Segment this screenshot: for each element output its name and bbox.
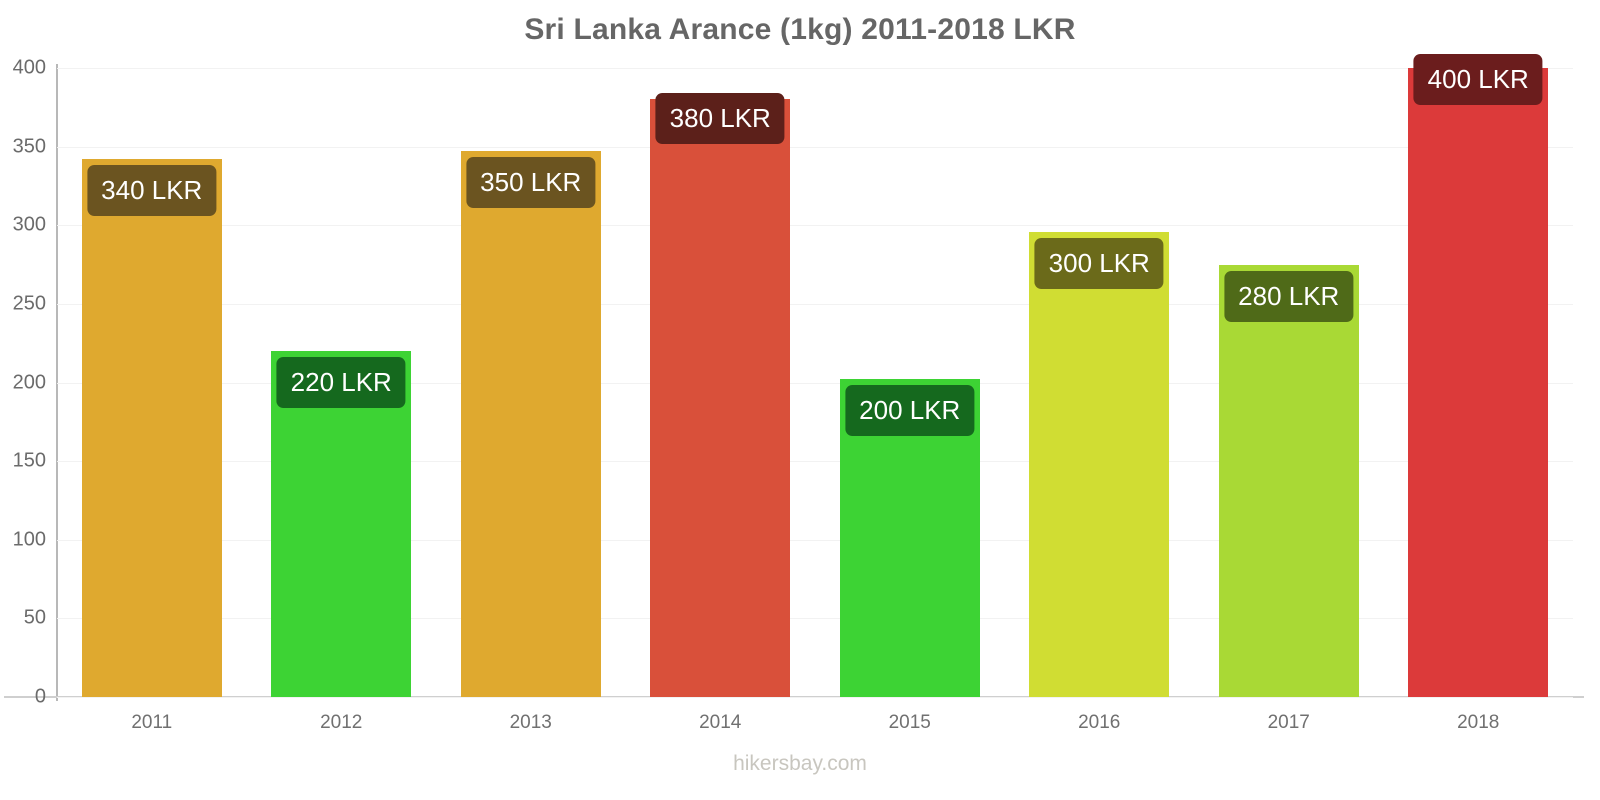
footer-credit: hikersbay.com xyxy=(733,752,867,775)
bar-group[interactable]: 350 LKR xyxy=(460,68,601,697)
bar-value-label: 300 LKR xyxy=(1034,237,1164,289)
bar-group[interactable]: 200 LKR xyxy=(839,68,980,697)
bar-value-label: 380 LKR xyxy=(655,93,785,145)
y-axis-tick-label: 350 xyxy=(12,135,46,158)
bar[interactable] xyxy=(650,99,791,697)
bar[interactable] xyxy=(460,151,601,697)
bar-value-label: 350 LKR xyxy=(466,157,596,209)
bar-value-label: 200 LKR xyxy=(845,385,975,437)
chart-title: Sri Lanka Arance (1kg) 2011-2018 LKR xyxy=(524,13,1076,46)
bar-value-label: 400 LKR xyxy=(1413,54,1543,105)
bar[interactable] xyxy=(1029,231,1170,697)
x-axis-tick-label: 2015 xyxy=(888,712,931,733)
bar-group[interactable]: 280 LKR xyxy=(1218,68,1359,697)
y-axis-tick-label: 100 xyxy=(12,528,46,551)
bar[interactable] xyxy=(271,351,412,697)
gridline xyxy=(57,697,1573,698)
bar[interactable] xyxy=(1408,68,1549,697)
bar-group[interactable]: 220 LKR xyxy=(271,68,412,697)
x-axis-tick-label: 2018 xyxy=(1457,712,1500,733)
bar[interactable] xyxy=(81,159,222,697)
bar[interactable] xyxy=(1218,264,1359,697)
gridline xyxy=(57,68,1573,69)
bar-value-label: 340 LKR xyxy=(87,165,217,217)
x-axis-tick-label: 2014 xyxy=(699,712,742,733)
plot-area: 340 LKR 220 LKR 350 LKR 380 LKR 200 LKR 300 L… xyxy=(57,54,1573,698)
gridline xyxy=(57,539,1573,541)
bar-group[interactable]: 400 LKR xyxy=(1408,54,1549,697)
bar-group[interactable]: 300 LKR xyxy=(1029,68,1170,697)
bar-group[interactable]: 380 LKR xyxy=(650,68,791,697)
gridline xyxy=(57,146,1573,148)
bar-value-label: 280 LKR xyxy=(1224,270,1354,322)
x-axis-tick-label: 2016 xyxy=(1078,712,1121,733)
bar-value-label: 220 LKR xyxy=(276,357,406,409)
y-axis-tick-label: 200 xyxy=(12,371,46,393)
y-axis-tick-label: 250 xyxy=(12,292,46,315)
y-axis-tick-label: 50 xyxy=(23,606,46,629)
gridline xyxy=(57,618,1573,620)
gridline xyxy=(57,461,1573,463)
x-axis-tick-label: 2013 xyxy=(509,712,552,733)
y-axis-tick-label: 400 xyxy=(12,56,46,79)
bar-group[interactable]: 340 LKR xyxy=(81,68,222,697)
x-axis-tick-label: 2012 xyxy=(320,712,363,733)
gridline xyxy=(57,225,1573,227)
x-axis-tick-label: 2011 xyxy=(131,712,173,733)
y-axis-tick-label: 300 xyxy=(12,213,46,236)
y-axis-tick-label: 150 xyxy=(12,449,46,472)
gridline xyxy=(57,382,1573,384)
gridline xyxy=(57,303,1573,305)
y-axis-tick-label: 0 xyxy=(34,685,46,708)
x-axis-tick-label: 2017 xyxy=(1267,712,1310,733)
